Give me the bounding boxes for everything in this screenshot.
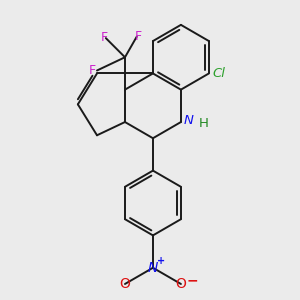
Text: O: O: [119, 277, 130, 291]
Text: F: F: [135, 30, 142, 43]
Text: N: N: [183, 114, 193, 127]
Text: F: F: [89, 64, 96, 77]
Text: N: N: [148, 261, 158, 275]
Text: O: O: [176, 277, 186, 291]
Text: Cl: Cl: [212, 67, 225, 80]
Text: −: −: [186, 273, 198, 287]
Text: F: F: [101, 31, 108, 44]
Text: H: H: [199, 117, 209, 130]
Text: +: +: [157, 256, 165, 266]
